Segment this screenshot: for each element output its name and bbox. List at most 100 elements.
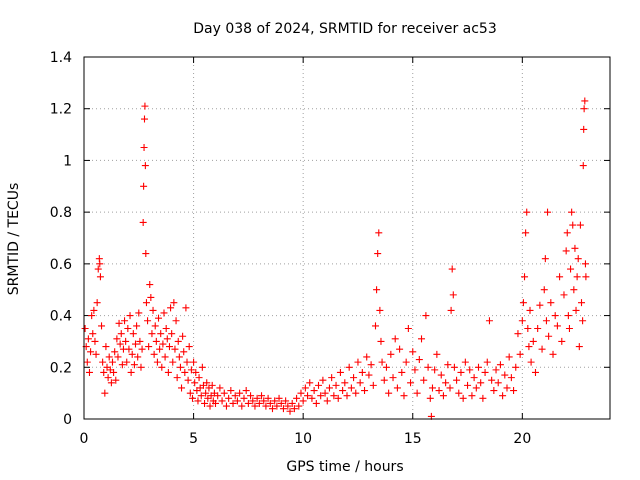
- data-point: [389, 374, 397, 382]
- data-point: [144, 317, 152, 325]
- data-point: [418, 335, 426, 343]
- data-point: [184, 376, 192, 384]
- data-point: [173, 374, 181, 382]
- data-point: [247, 392, 255, 400]
- data-point: [496, 361, 504, 369]
- data-point: [150, 350, 158, 358]
- data-point: [369, 381, 377, 389]
- data-point: [152, 337, 160, 345]
- data-point: [197, 392, 205, 400]
- data-point: [565, 325, 573, 332]
- data-point: [90, 306, 98, 314]
- data-point: [225, 394, 233, 402]
- data-point: [91, 337, 99, 345]
- data-point: [94, 265, 102, 273]
- data-point: [551, 312, 559, 320]
- data-point: [527, 358, 535, 366]
- data-point: [190, 358, 198, 366]
- data-point: [170, 299, 178, 307]
- data-point: [114, 353, 122, 361]
- data-point: [514, 330, 522, 338]
- data-point: [104, 374, 112, 382]
- data-point: [169, 358, 177, 366]
- data-point: [242, 387, 250, 395]
- data-point: [375, 229, 383, 237]
- data-point: [396, 345, 404, 353]
- data-point: [153, 358, 161, 366]
- data-point: [479, 394, 487, 402]
- data-point: [385, 389, 393, 397]
- data-point: [260, 397, 268, 405]
- data-point: [576, 221, 584, 229]
- data-point: [188, 394, 196, 402]
- data-point: [541, 255, 549, 263]
- data-point: [560, 291, 568, 299]
- data-point: [273, 402, 281, 410]
- data-point: [472, 384, 480, 392]
- data-point: [544, 208, 552, 216]
- data-point: [135, 309, 143, 317]
- x-tick-label: 20: [513, 431, 531, 447]
- data-point: [145, 343, 153, 351]
- data-point: [518, 317, 526, 325]
- data-point: [345, 363, 353, 371]
- data-point: [564, 312, 572, 320]
- data-point: [176, 363, 184, 371]
- data-point: [376, 306, 384, 314]
- x-tick-label: 15: [404, 431, 422, 447]
- data-point: [485, 317, 493, 325]
- data-point: [573, 273, 581, 281]
- data-point: [534, 325, 542, 332]
- data-point: [102, 343, 110, 351]
- data-point: [244, 399, 252, 407]
- data-point: [580, 105, 588, 113]
- data-point: [100, 368, 108, 376]
- data-point: [439, 392, 447, 400]
- data-point: [466, 366, 474, 374]
- data-point: [553, 322, 561, 330]
- data-point: [404, 325, 412, 332]
- data-point: [490, 387, 498, 395]
- data-point: [499, 392, 507, 400]
- data-point: [115, 319, 123, 327]
- data-point: [112, 376, 120, 384]
- data-point: [156, 345, 164, 353]
- data-point: [203, 379, 211, 387]
- data-point: [93, 299, 101, 307]
- data-point: [208, 381, 216, 389]
- data-point: [540, 286, 548, 294]
- data-point: [165, 343, 173, 351]
- data-point: [142, 299, 150, 307]
- data-point: [449, 291, 457, 299]
- data-point: [387, 350, 395, 358]
- data-point: [304, 392, 312, 400]
- data-point: [160, 309, 168, 317]
- data-point: [450, 363, 458, 371]
- data-point: [83, 358, 91, 366]
- data-point: [258, 392, 266, 400]
- data-point: [374, 250, 382, 258]
- data-point: [525, 343, 533, 351]
- data-point: [437, 371, 445, 379]
- data-point: [341, 379, 349, 387]
- data-point: [433, 350, 441, 358]
- data-point: [187, 366, 195, 374]
- data-point: [124, 325, 132, 332]
- data-point: [111, 348, 119, 356]
- data-point: [570, 286, 578, 294]
- data-point: [129, 330, 137, 338]
- data-point: [202, 389, 210, 397]
- chart-title: Day 038 of 2024, SRMTID for receiver ac5…: [193, 21, 497, 37]
- data-point: [563, 229, 571, 237]
- data-point: [562, 247, 570, 255]
- data-point: [507, 374, 515, 382]
- data-point: [330, 392, 338, 400]
- data-point: [488, 376, 496, 384]
- data-point: [556, 273, 564, 281]
- x-axis-label: GPS time / hours: [286, 459, 403, 475]
- data-point: [363, 353, 371, 361]
- data-point: [447, 306, 455, 314]
- data-point: [96, 260, 104, 268]
- data-point: [512, 363, 520, 371]
- data-point: [183, 358, 191, 366]
